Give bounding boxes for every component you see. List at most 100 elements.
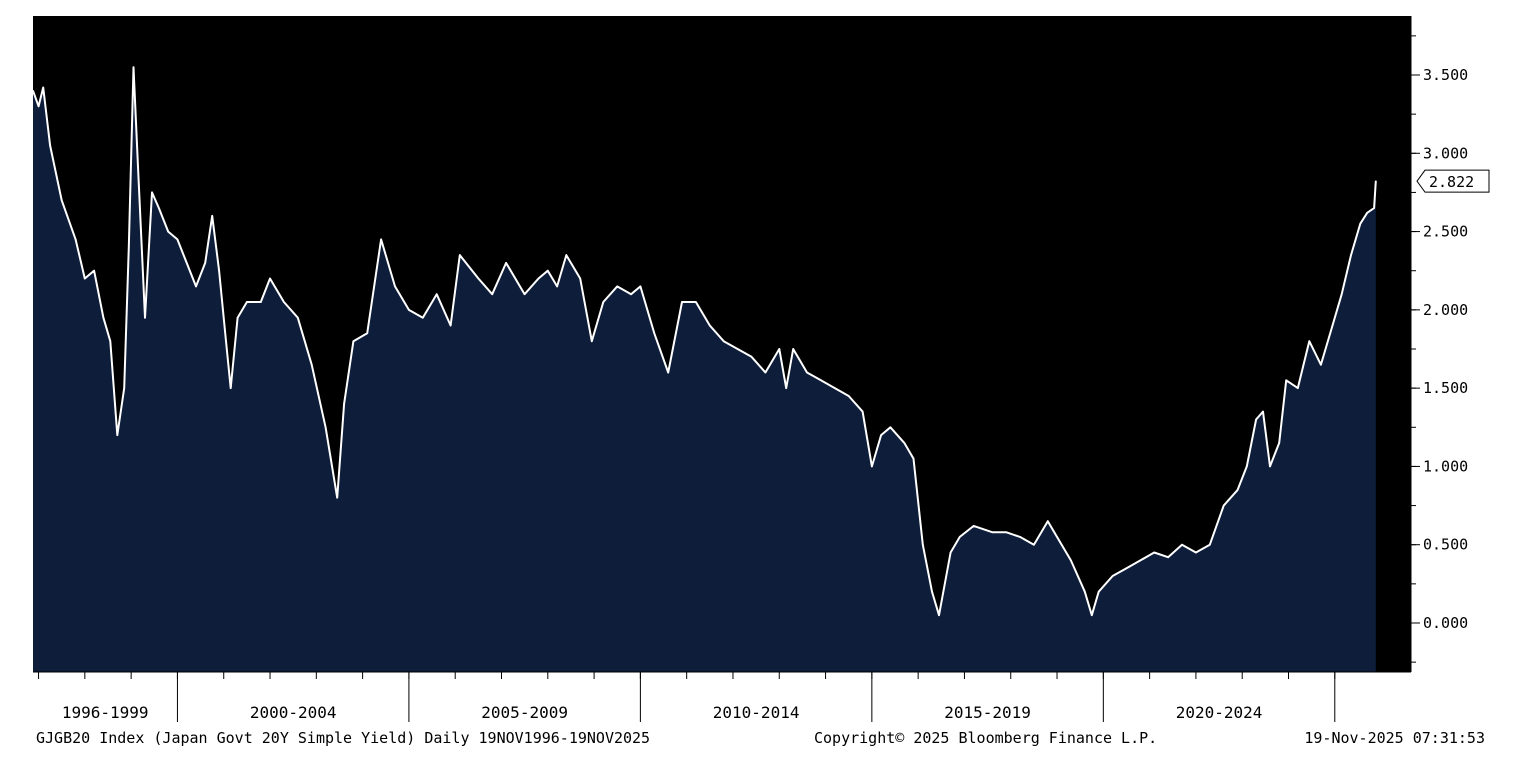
data-point bbox=[949, 551, 952, 554]
footer-timestamp: 19-Nov-2025 07:31:53 bbox=[1304, 729, 1485, 747]
data-point bbox=[639, 285, 642, 288]
data-point bbox=[1097, 590, 1100, 593]
data-point bbox=[1181, 543, 1183, 546]
data-point bbox=[931, 590, 933, 593]
data-point bbox=[269, 277, 271, 280]
data-point bbox=[132, 66, 135, 68]
data-point bbox=[435, 293, 438, 296]
data-point bbox=[1070, 559, 1072, 562]
data-point bbox=[246, 301, 248, 303]
y-tick-label: 1.500 bbox=[1423, 379, 1468, 397]
data-point bbox=[681, 301, 683, 303]
data-point bbox=[1366, 212, 1368, 214]
data-point bbox=[820, 379, 822, 382]
data-point bbox=[785, 387, 787, 389]
data-point bbox=[1246, 465, 1248, 468]
y-tick-label: 3.000 bbox=[1423, 144, 1468, 162]
data-point bbox=[229, 387, 232, 389]
data-point bbox=[591, 340, 593, 343]
data-point bbox=[151, 191, 153, 194]
data-point bbox=[1209, 543, 1211, 546]
data-point bbox=[1278, 442, 1280, 444]
data-point bbox=[123, 387, 125, 389]
yield-line bbox=[32, 66, 1377, 617]
data-point bbox=[778, 348, 781, 350]
data-point bbox=[167, 230, 169, 233]
data-point bbox=[1195, 551, 1197, 554]
data-point bbox=[1262, 410, 1264, 413]
data-point bbox=[336, 496, 339, 499]
data-point bbox=[523, 293, 526, 296]
data-point bbox=[722, 340, 725, 343]
footer-copyright: Copyright© 2025 Bloomberg Finance L.P. bbox=[814, 729, 1157, 747]
data-point bbox=[1019, 536, 1021, 538]
footer-left: GJGB20 Index (Japan Govt 20Y Simple Yiel… bbox=[36, 729, 650, 747]
data-point bbox=[297, 316, 299, 319]
data-point bbox=[102, 316, 105, 319]
x-group-label: 1996-1999 bbox=[62, 703, 149, 722]
data-point bbox=[861, 410, 864, 413]
data-point bbox=[74, 238, 77, 241]
data-point bbox=[1255, 418, 1257, 421]
data-point bbox=[1308, 340, 1311, 343]
y-tick-label: 1.000 bbox=[1423, 457, 1468, 475]
y-tick-label: 2.000 bbox=[1423, 301, 1468, 319]
data-point bbox=[60, 199, 63, 202]
data-point bbox=[37, 105, 40, 108]
data-point bbox=[616, 285, 618, 288]
data-point bbox=[653, 332, 656, 335]
data-point bbox=[185, 262, 188, 264]
data-point bbox=[1285, 379, 1287, 382]
data-point bbox=[871, 465, 873, 468]
data-point bbox=[408, 309, 410, 311]
data-point bbox=[834, 387, 836, 389]
data-point bbox=[1350, 254, 1352, 256]
data-point bbox=[709, 324, 711, 327]
data-point bbox=[93, 269, 95, 272]
data-point bbox=[225, 340, 227, 343]
data-point bbox=[1297, 387, 1299, 389]
data-point bbox=[195, 285, 197, 288]
x-group-label: 2010-2014 bbox=[713, 703, 800, 722]
yield-area bbox=[33, 67, 1376, 672]
x-group-label: 2005-2009 bbox=[481, 703, 568, 722]
data-point bbox=[1111, 575, 1114, 577]
data-point bbox=[158, 207, 160, 209]
data-point bbox=[959, 536, 961, 538]
data-point bbox=[991, 531, 993, 533]
data-point bbox=[380, 238, 382, 241]
data-point bbox=[1084, 590, 1086, 593]
data-point bbox=[889, 426, 892, 429]
data-point bbox=[491, 293, 494, 296]
data-point bbox=[128, 246, 130, 248]
data-point bbox=[84, 277, 86, 280]
data-point bbox=[1033, 543, 1035, 546]
data-point bbox=[630, 293, 632, 296]
data-point bbox=[602, 301, 605, 303]
last-value-label: 2.822 bbox=[1429, 173, 1474, 191]
x-group-label: 2020-2024 bbox=[1176, 703, 1263, 722]
y-tick-label: 0.500 bbox=[1423, 536, 1468, 554]
data-point bbox=[667, 371, 669, 374]
data-point bbox=[137, 168, 139, 170]
data-point bbox=[1139, 559, 1142, 562]
data-point bbox=[176, 238, 179, 241]
data-point bbox=[1269, 465, 1271, 468]
data-point bbox=[324, 426, 327, 429]
y-tick-label: 0.000 bbox=[1423, 614, 1468, 632]
data-point bbox=[547, 269, 549, 272]
x-axis: 1996-1999 2000-2004 2005-2009 2010-2014 2015… bbox=[33, 671, 1411, 722]
data-point bbox=[310, 363, 313, 366]
data-point bbox=[1320, 363, 1322, 366]
data-point bbox=[556, 285, 558, 288]
data-point bbox=[283, 301, 285, 303]
last-value-flag bbox=[1416, 169, 1490, 193]
data-point bbox=[695, 301, 697, 303]
data-point bbox=[260, 301, 262, 303]
data-point bbox=[422, 316, 424, 319]
data-point bbox=[764, 371, 767, 374]
data-point bbox=[204, 262, 206, 264]
data-point bbox=[505, 262, 507, 264]
